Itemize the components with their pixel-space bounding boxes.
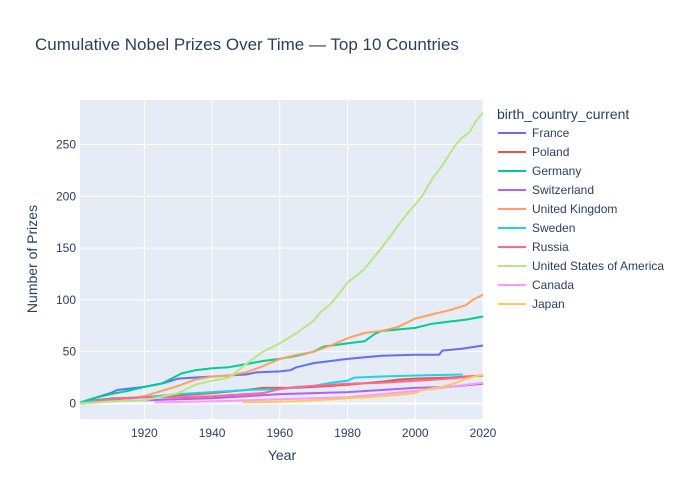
legend-label: United Kingdom (532, 202, 617, 216)
grid-lines (80, 100, 484, 419)
y-tick-label: 150 (56, 241, 76, 255)
y-axis-title: Number of Prizes (24, 205, 40, 313)
legend-item[interactable]: United States of America (498, 259, 664, 273)
legend-item[interactable]: Sweden (498, 221, 575, 235)
legend-label: Poland (532, 145, 569, 159)
y-tick-label: 50 (63, 345, 77, 359)
y-tick-label: 250 (56, 138, 76, 152)
legend-item[interactable]: Germany (498, 164, 581, 178)
legend-item[interactable]: Japan (498, 297, 565, 311)
series-line-united-kingdom (79, 293, 484, 405)
axis-ticks: 1920 1940 1960 1980 2000 2020 0 50 100 150 200 250 (56, 138, 497, 440)
legend-item[interactable]: France (498, 126, 570, 140)
legend-label: Switzerland (532, 183, 594, 197)
x-tick-label: 1980 (334, 426, 361, 440)
y-tick-label: 200 (56, 189, 76, 203)
x-axis-title: Year (268, 447, 297, 463)
chart-title: Cumulative Nobel Prizes Over Time — Top … (35, 35, 459, 54)
series-line-japan (242, 373, 484, 404)
legend-item[interactable]: Russia (498, 240, 569, 254)
legend-label: Japan (532, 297, 565, 311)
legend-item[interactable]: United Kingdom (498, 202, 617, 216)
series-line-france (79, 344, 484, 405)
x-tick-label: 2020 (470, 426, 497, 440)
series-lines (79, 111, 484, 405)
legend-label: Canada (532, 278, 574, 292)
legend-label: Russia (532, 240, 569, 254)
legend-item[interactable]: Switzerland (498, 183, 594, 197)
legend-label: United States of America (532, 259, 664, 273)
plot-area (80, 100, 483, 419)
y-tick-label: 100 (56, 293, 76, 307)
x-tick-label: 2000 (402, 426, 429, 440)
legend-label: France (532, 126, 570, 140)
legend[interactable]: France Poland Germany Switzerland United Kin… (498, 126, 664, 311)
legend-item[interactable]: Poland (498, 145, 569, 159)
series-line-russia (79, 374, 484, 405)
series-line-united-states-of-america (79, 111, 484, 405)
x-tick-label: 1960 (266, 426, 293, 440)
x-tick-label: 1920 (131, 426, 158, 440)
legend-label: Germany (532, 164, 581, 178)
series-line-germany (79, 315, 484, 404)
x-tick-label: 1940 (199, 426, 226, 440)
y-tick-label: 0 (69, 396, 76, 410)
legend-label: Sweden (532, 221, 575, 235)
legend-item[interactable]: Canada (498, 278, 574, 292)
legend-title: birth_country_current (497, 106, 629, 122)
